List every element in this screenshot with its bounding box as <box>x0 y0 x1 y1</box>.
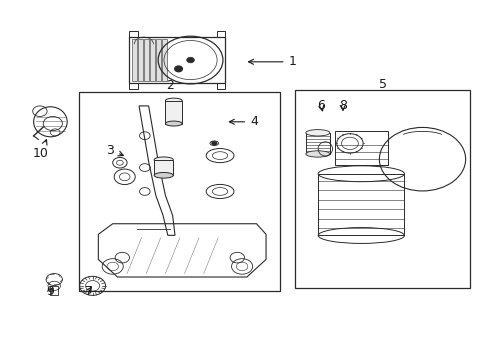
Bar <box>129 83 138 89</box>
Bar <box>129 31 138 37</box>
Text: 7: 7 <box>84 285 93 298</box>
Circle shape <box>211 141 217 145</box>
Bar <box>129 37 225 83</box>
Ellipse shape <box>154 172 173 178</box>
Text: 6: 6 <box>317 99 325 112</box>
Bar <box>305 133 329 154</box>
Bar <box>334 131 387 165</box>
Ellipse shape <box>305 130 329 136</box>
Text: 2: 2 <box>166 79 174 92</box>
Text: 5: 5 <box>379 78 386 91</box>
Bar <box>162 39 167 81</box>
Text: 8: 8 <box>338 99 346 112</box>
Bar <box>294 90 469 288</box>
Bar <box>216 83 225 89</box>
Circle shape <box>174 66 182 72</box>
Bar <box>50 286 58 294</box>
Bar <box>79 92 280 291</box>
Bar <box>150 39 155 81</box>
Text: 1: 1 <box>248 55 296 68</box>
Circle shape <box>186 57 194 63</box>
Polygon shape <box>154 160 173 175</box>
Bar <box>156 39 161 81</box>
Bar <box>132 39 137 81</box>
Bar <box>138 39 143 81</box>
Bar <box>216 31 225 37</box>
Ellipse shape <box>305 151 329 157</box>
Text: 4: 4 <box>229 115 258 128</box>
Text: 3: 3 <box>106 144 123 157</box>
Text: 10: 10 <box>33 140 49 160</box>
Text: 9: 9 <box>46 285 54 298</box>
Ellipse shape <box>165 121 182 126</box>
Bar <box>144 39 149 81</box>
Polygon shape <box>165 100 182 123</box>
Ellipse shape <box>154 157 173 163</box>
Ellipse shape <box>165 98 182 103</box>
